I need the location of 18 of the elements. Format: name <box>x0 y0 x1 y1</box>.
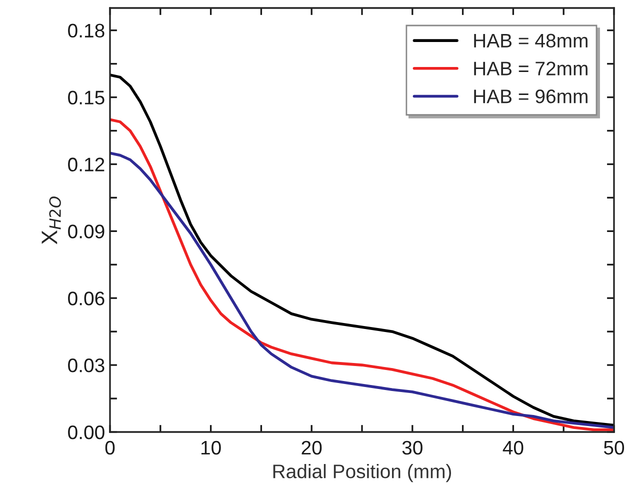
y-tick-label: 0.15 <box>68 90 104 104</box>
y-tick-label: 0.03 <box>68 358 104 372</box>
y-axis-title: X$_{H2O}$ <box>42 196 61 244</box>
y-tick-label: 0.18 <box>68 24 104 38</box>
y-tick-label: 0.00 <box>68 425 104 440</box>
legend-label: HAB = 96mm <box>474 89 588 104</box>
x-tick-label: 10 <box>201 440 221 455</box>
x-tick-label: 30 <box>402 440 422 455</box>
x-axis-title: Radial Position (mm) <box>273 464 452 482</box>
x-tick-label: 0 <box>105 440 115 455</box>
y-tick-label: 0.12 <box>68 158 104 172</box>
x-tick-label: 50 <box>604 440 624 455</box>
y-tick-label: 0.09 <box>68 224 104 238</box>
x-tick-label: 20 <box>302 440 322 455</box>
x-tick-label: 40 <box>502 440 524 455</box>
y-tick-label: 0.06 <box>68 292 104 306</box>
legend-label: HAB = 72mm <box>474 62 588 76</box>
legend-label: HAB = 48mm <box>474 34 588 48</box>
